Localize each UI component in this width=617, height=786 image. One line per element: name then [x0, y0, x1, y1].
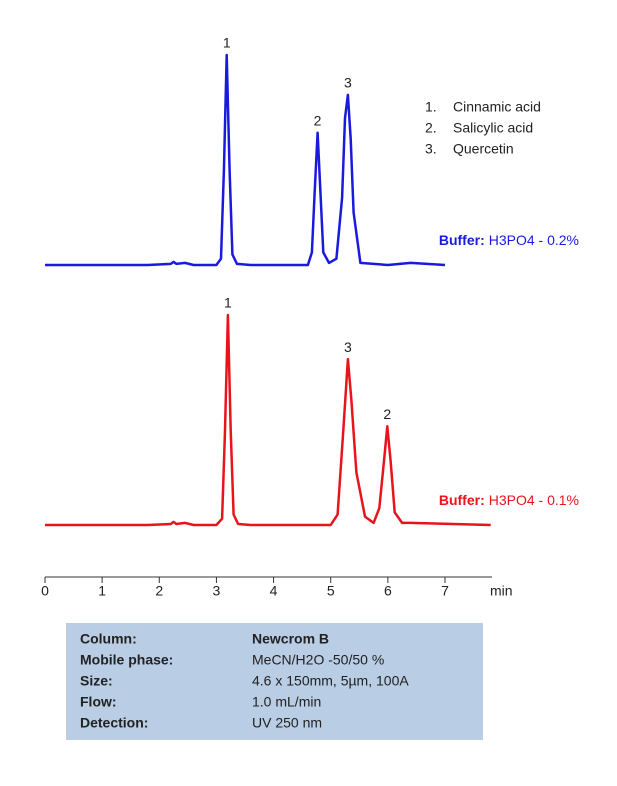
trace: [45, 53, 446, 267]
x-tick-label: 3: [213, 583, 221, 599]
legend-entry: Buffer: H3PO4 - 0.2%: [439, 232, 579, 248]
info-value: MeCN/H2O -50/50 %: [252, 652, 384, 668]
trace: [45, 313, 491, 527]
buffer-label: Buffer:: [439, 492, 485, 508]
x-tick-label: 5: [327, 583, 335, 599]
peak-label: 3: [344, 339, 352, 355]
info-label: Size:: [80, 673, 113, 689]
x-tick-label: 0: [41, 583, 49, 599]
peak-label: 1: [223, 35, 231, 51]
info-label: Detection:: [80, 715, 148, 731]
compound-number: 3.: [425, 141, 437, 157]
peak-label: 2: [314, 112, 322, 128]
x-tick-label: 4: [270, 583, 278, 599]
peak-label: 2: [383, 406, 391, 422]
buffer-name: H3PO4 - 0.1%: [489, 492, 579, 508]
compound-name: Cinnamic acid: [453, 99, 541, 115]
compound-number: 1.: [425, 99, 437, 115]
x-tick-label: 1: [98, 583, 106, 599]
peak-label: 1: [224, 295, 232, 311]
x-tick-label: 2: [155, 583, 163, 599]
info-value: 1.0 mL/min: [252, 694, 321, 710]
info-label: Mobile phase:: [80, 652, 173, 668]
info-value: UV 250 nm: [252, 715, 322, 731]
info-box: [66, 623, 483, 740]
compound-name: Quercetin: [453, 141, 514, 157]
info-value: Newcrom B: [252, 631, 329, 647]
x-axis-label: min: [490, 583, 513, 599]
info-label: Column:: [80, 631, 137, 647]
info-label: Flow:: [80, 694, 117, 710]
x-tick-label: 6: [384, 583, 392, 599]
peak-label: 3: [344, 75, 352, 91]
info-value: 4.6 x 150mm, 5µm, 100A: [252, 673, 409, 689]
compound-number: 2.: [425, 120, 437, 136]
buffer-name: H3PO4 - 0.2%: [489, 232, 579, 248]
buffer-label: Buffer:: [439, 232, 485, 248]
legend-entry: Buffer: H3PO4 - 0.1%: [439, 492, 579, 508]
x-tick-label: 7: [441, 583, 449, 599]
compound-name: Salicylic acid: [453, 120, 533, 136]
